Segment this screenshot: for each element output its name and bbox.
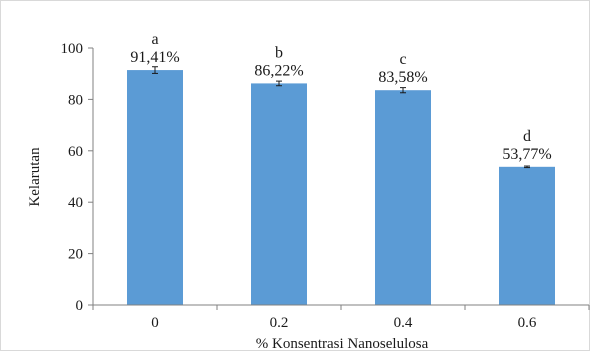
data-label: 83,58% xyxy=(378,69,427,86)
x-axis-label: % Konsentrasi Nanoselulosa xyxy=(256,336,429,352)
bars: 91,41%a 86,22%b 83,58%c 53,77%d xyxy=(127,31,555,306)
bar xyxy=(499,166,555,305)
y-tick-label: 60 xyxy=(68,144,83,160)
significance-letter: c xyxy=(399,51,406,68)
x-tick-label: 0 xyxy=(151,315,159,331)
bar xyxy=(251,83,307,305)
significance-letter: d xyxy=(523,128,531,145)
data-label: 53,77% xyxy=(502,146,551,163)
x-tick-label: 0.6 xyxy=(518,315,537,331)
y-axis: 0 20 40 60 80 100 xyxy=(61,41,94,314)
x-tick-label: 0.2 xyxy=(270,315,289,331)
y-tick-label: 0 xyxy=(76,298,84,314)
x-axis: 0 0.2 0.4 0.6 xyxy=(92,304,590,331)
data-label: 91,41% xyxy=(130,49,179,66)
data-label: 86,22% xyxy=(254,62,303,79)
y-tick-label: 80 xyxy=(68,92,83,108)
y-tick-label: 20 xyxy=(68,247,83,263)
y-axis-label: Kelarutan xyxy=(27,147,43,207)
bar xyxy=(127,70,183,306)
x-tick-label: 0.4 xyxy=(394,315,413,331)
significance-letter: a xyxy=(151,31,158,48)
significance-letter: b xyxy=(275,44,283,61)
y-tick-label: 40 xyxy=(68,195,83,211)
y-tick-label: 100 xyxy=(61,41,84,57)
bar xyxy=(375,90,431,305)
